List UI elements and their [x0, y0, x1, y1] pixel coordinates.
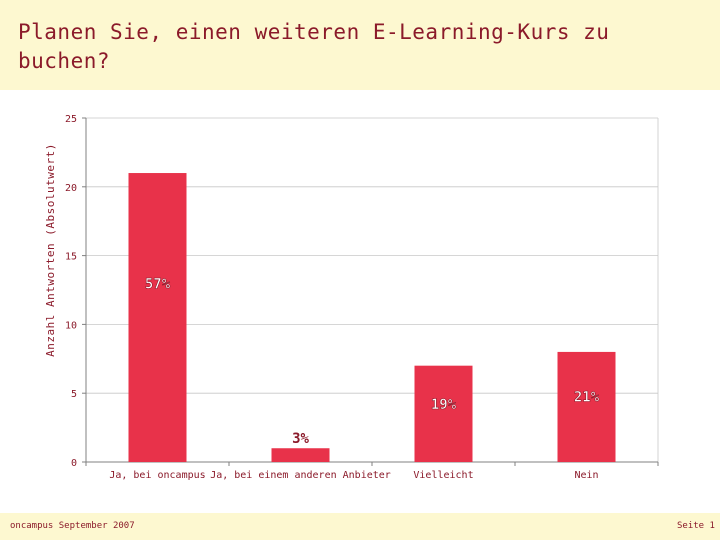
y-tick-label: 0 [71, 458, 77, 469]
bar [128, 173, 187, 463]
data-label: 21% [574, 389, 600, 405]
x-tick-label: Ja, bei oncampus [109, 470, 205, 481]
y-tick-label: 20 [65, 183, 77, 194]
bar [271, 448, 330, 462]
y-tick-label: 25 [65, 114, 77, 125]
bars [128, 173, 616, 463]
data-label: 57% [145, 277, 171, 293]
slide-title: Planen Sie, einen weiteren E-Learning-Ku… [18, 20, 610, 73]
bar [557, 351, 616, 462]
bar [414, 365, 473, 462]
x-tick-label: Ja, bei einem anderen Anbieter [210, 470, 391, 481]
title-band [0, 0, 720, 90]
labels: 0 5 10 15 20 25 Ja, bei oncampus 57% Ja, bei ein… [65, 114, 600, 481]
y-tick-label: 5 [71, 389, 77, 400]
page-number: Seite 1 [677, 521, 715, 531]
x-tick-label: Vielleicht [413, 470, 473, 481]
footer-band [0, 513, 720, 540]
x-tick-label: Nein [574, 470, 598, 481]
y-tick-label: 10 [65, 320, 77, 331]
footer-text: oncampus September 2007 [10, 521, 135, 531]
data-label: 3% [292, 431, 309, 447]
data-label: 19% [431, 397, 457, 413]
y-tick-label: 15 [65, 252, 77, 263]
y-axis-label: Anzahl Antworten (Absolutwert) [44, 143, 57, 357]
bar-chart: 0 5 10 15 20 25 Ja, bei oncampus 57% Ja, bei ein… [44, 114, 659, 481]
